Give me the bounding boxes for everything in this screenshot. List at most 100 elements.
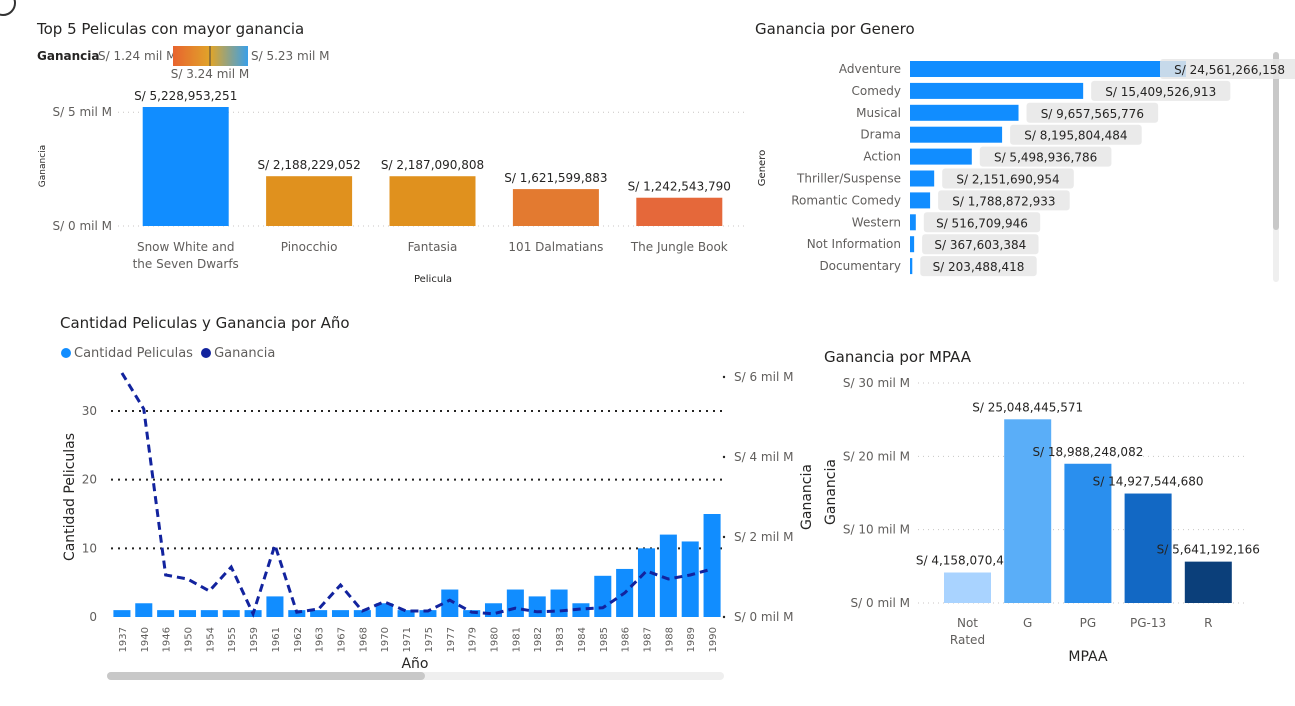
anio-ytick-left: 20 xyxy=(82,473,97,487)
genero-bar[interactable] xyxy=(910,82,1084,99)
anio-category-label: 1959 xyxy=(249,627,260,652)
anio-bar[interactable] xyxy=(178,610,197,617)
genero-data-label: S/ 9,657,565,776 xyxy=(1041,107,1144,121)
anio-bar[interactable] xyxy=(266,596,284,617)
mpaa-bar[interactable] xyxy=(1004,419,1052,603)
top5-bar[interactable] xyxy=(636,197,723,226)
mpaa-title: Ganancia por MPAA xyxy=(824,348,971,366)
top5-bar[interactable] xyxy=(266,176,353,226)
mpaa-bar[interactable] xyxy=(944,572,991,603)
mpaa-ytick-label: S/ 30 mil M xyxy=(843,376,910,390)
genero-data-label: S/ 15,409,526,913 xyxy=(1105,85,1216,99)
anio-bar[interactable] xyxy=(200,610,218,617)
genero-data-label: S/ 516,709,946 xyxy=(936,216,1028,230)
anio-ytick-right-mark xyxy=(722,375,726,379)
anio-ytick-right: S/ 2 mil M xyxy=(734,530,793,544)
genero-bar[interactable] xyxy=(910,214,916,231)
mpaa-data-label: S/ 14,927,544,680 xyxy=(1093,475,1204,489)
anio-ytick-right-mark xyxy=(722,455,726,459)
genero-bar[interactable] xyxy=(910,148,972,165)
top5-data-label: S/ 1,242,543,790 xyxy=(628,180,731,194)
anio-bar[interactable] xyxy=(353,610,371,617)
genero-visual[interactable]: Ganancia por Genero xyxy=(750,14,1285,294)
mpaa-data-label: S/ 18,988,248,082 xyxy=(1032,445,1143,459)
anio-bar[interactable] xyxy=(506,589,524,617)
anio-ytick-right-mark xyxy=(722,615,726,619)
mpaa-category-label: G xyxy=(1023,616,1032,630)
anio-category-label: 1970 xyxy=(380,627,391,652)
genero-scrollbar-thumb[interactable] xyxy=(1273,52,1279,230)
anio-bar[interactable] xyxy=(113,610,131,617)
genero-label-bg xyxy=(922,234,1039,255)
anio-bar[interactable] xyxy=(222,610,240,617)
anio-bar[interactable] xyxy=(637,548,656,617)
anio-category-label: 1940 xyxy=(140,627,151,652)
anio-category-label: 1962 xyxy=(293,627,304,652)
anio-bar[interactable] xyxy=(703,514,721,617)
anio-bar[interactable] xyxy=(397,610,415,617)
anio-bar[interactable] xyxy=(659,534,677,617)
focus-circle-icon[interactable] xyxy=(0,0,16,16)
anio-bar[interactable] xyxy=(135,603,153,617)
top5-visual[interactable]: Top 5 Peliculas con mayor ganancia xyxy=(30,14,750,294)
genero-data-label: S/ 8,195,804,484 xyxy=(1024,129,1127,143)
anio-category-label: 1980 xyxy=(490,627,501,652)
mpaa-data-label: S/ 4,158,070,498 xyxy=(916,554,1019,568)
top5-bar[interactable] xyxy=(142,107,229,226)
mpaa-visual[interactable]: Ganancia por MPAA xyxy=(800,340,1280,680)
anio-category-label: 1950 xyxy=(184,627,195,652)
anio-bar[interactable] xyxy=(310,610,328,617)
gradient-legend-mid: S/ 3.24 mil M xyxy=(171,67,250,81)
anio-bar[interactable] xyxy=(594,575,612,617)
top5-xlabel: Pelicula xyxy=(414,274,452,285)
anio-category-label: 1979 xyxy=(468,627,479,652)
top5-bar[interactable] xyxy=(389,176,476,226)
anio-bar[interactable] xyxy=(375,603,393,617)
anio-bar[interactable] xyxy=(441,589,459,617)
genero-category-label: Not Information xyxy=(807,237,901,251)
mpaa-category-label: Rated xyxy=(950,633,985,647)
anio-category-label: 1982 xyxy=(533,627,544,652)
mpaa-bar[interactable] xyxy=(1184,561,1232,603)
anio-bar[interactable] xyxy=(572,603,590,617)
anio-bar[interactable] xyxy=(484,603,503,617)
top5-category-label: the Seven Dwarfs xyxy=(133,257,239,271)
anio-bar[interactable] xyxy=(331,610,350,617)
anio-category-label: 1985 xyxy=(599,627,610,652)
anio-ytick-left: 0 xyxy=(89,610,97,624)
genero-bar[interactable] xyxy=(910,236,915,253)
top5-bar[interactable] xyxy=(512,189,599,226)
anio-bar[interactable] xyxy=(157,610,175,617)
anio-ytick-left: 30 xyxy=(82,404,97,418)
genero-bar[interactable] xyxy=(910,104,1019,121)
top5-data-label: S/ 1,621,599,883 xyxy=(504,171,607,185)
mpaa-bar[interactable] xyxy=(1064,463,1112,603)
anio-xlabel: Año xyxy=(401,656,428,672)
anio-ganancia-line[interactable] xyxy=(120,372,713,618)
anio-category-label: 1954 xyxy=(205,627,216,652)
legend-item-ganancia[interactable]: Ganancia xyxy=(197,346,275,361)
legend-item-cantidad[interactable]: Cantidad Peliculas xyxy=(61,346,193,361)
genero-category-label: Romantic Comedy xyxy=(791,193,901,207)
genero-bar[interactable] xyxy=(910,192,931,209)
anio-ytick-right-mark xyxy=(722,535,726,539)
mpaa-bar[interactable] xyxy=(1124,493,1172,603)
genero-bar[interactable] xyxy=(910,170,935,187)
anio-scrollbar-thumb[interactable] xyxy=(107,672,425,680)
anio-bar[interactable] xyxy=(681,541,699,617)
top5-data-label: S/ 5,228,953,251 xyxy=(134,89,237,103)
mpaa-ylabel: Ganancia xyxy=(823,459,839,525)
anio-category-label: 1988 xyxy=(664,627,675,652)
mpaa-category-label: PG xyxy=(1080,616,1097,630)
anio-bar[interactable] xyxy=(419,610,437,617)
genero-category-label: Documentary xyxy=(819,259,901,273)
anio-visual[interactable]: Cantidad Peliculas y Ganancia por Año Ca… xyxy=(50,306,800,696)
top5-ytick-label: S/ 0 mil M xyxy=(53,219,112,233)
genero-bar[interactable] xyxy=(910,126,1003,143)
anio-bar[interactable] xyxy=(528,596,546,617)
anio-bar[interactable] xyxy=(550,589,568,617)
anio-category-label: 1983 xyxy=(555,627,566,652)
genero-bar[interactable] xyxy=(910,258,913,275)
genero-bar[interactable] xyxy=(910,61,1186,77)
